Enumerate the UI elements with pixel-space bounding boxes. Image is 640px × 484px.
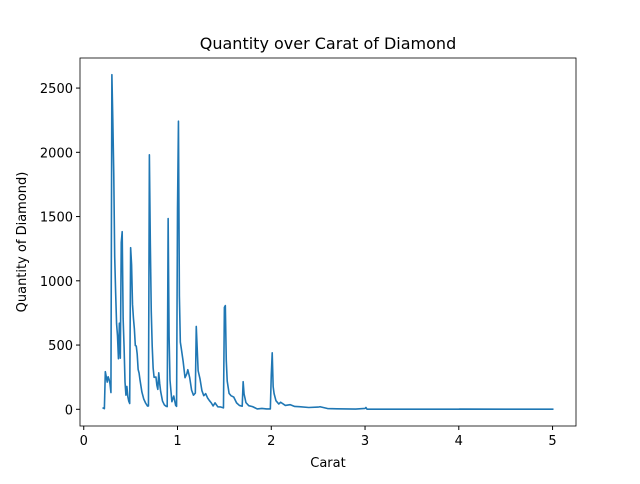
x-tick-label: 4 bbox=[455, 434, 463, 449]
line-series bbox=[102, 73, 554, 410]
y-tick-label: 1000 bbox=[40, 275, 73, 290]
y-tick-label: 1500 bbox=[40, 211, 73, 226]
x-tick-label: 1 bbox=[173, 434, 181, 449]
chart-title: Quantity over Carat of Diamond bbox=[200, 34, 456, 53]
y-tick-label: 0 bbox=[65, 403, 73, 418]
x-tick-label: 5 bbox=[548, 434, 556, 449]
y-tick-label: 2500 bbox=[40, 82, 73, 97]
y-axis-label: Quantity of Diamond) bbox=[15, 172, 30, 313]
y-tick-label: 500 bbox=[48, 339, 73, 354]
plot-frame bbox=[79, 57, 577, 427]
x-tick-label: 2 bbox=[267, 434, 275, 449]
x-axis-label: Carat bbox=[310, 456, 345, 471]
x-tick-label: 0 bbox=[80, 434, 88, 449]
x-tick-label: 3 bbox=[361, 434, 369, 449]
y-tick-label: 2000 bbox=[40, 146, 73, 161]
